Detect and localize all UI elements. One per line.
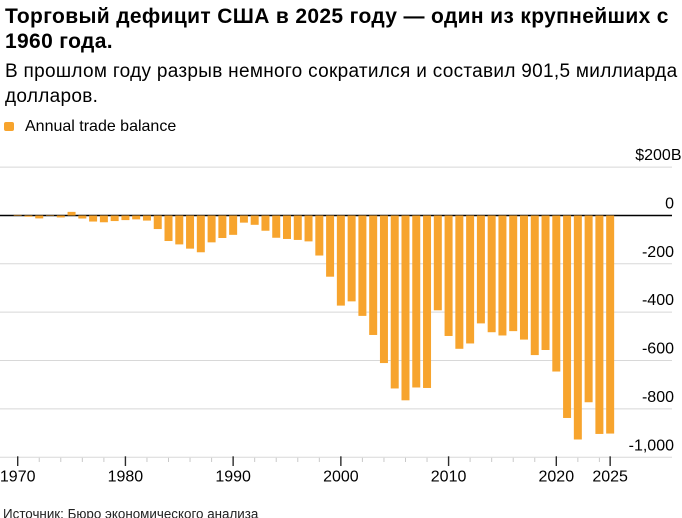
svg-text:-600: -600 xyxy=(642,341,674,358)
svg-text:-200: -200 xyxy=(642,244,674,261)
svg-text:2010: 2010 xyxy=(431,468,467,485)
svg-text:2000: 2000 xyxy=(323,468,359,485)
svg-text:$200B: $200B xyxy=(635,147,681,164)
svg-text:1980: 1980 xyxy=(108,468,144,485)
svg-text:Источник: Бюро экономического: Источник: Бюро экономического анализа xyxy=(3,506,259,518)
svg-text:0: 0 xyxy=(665,196,674,213)
svg-text:-400: -400 xyxy=(642,292,674,309)
svg-text:2020: 2020 xyxy=(539,468,575,485)
svg-text:2025: 2025 xyxy=(592,468,628,485)
svg-text:-1,000: -1,000 xyxy=(629,437,674,454)
svg-text:1990: 1990 xyxy=(215,468,251,485)
svg-text:1970: 1970 xyxy=(0,468,36,485)
svg-text:-800: -800 xyxy=(642,389,674,406)
